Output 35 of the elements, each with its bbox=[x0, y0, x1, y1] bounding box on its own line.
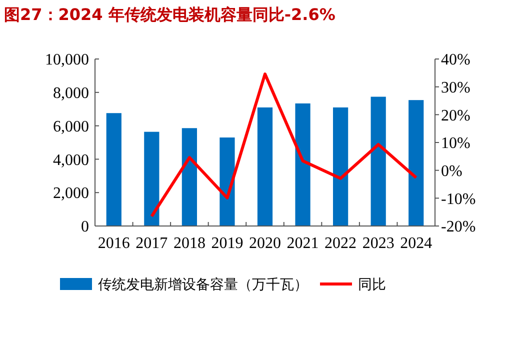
y-tick-label: 8,000 bbox=[53, 85, 89, 102]
x-tick-label: 2024 bbox=[400, 235, 432, 252]
x-tick-label: 2016 bbox=[98, 235, 130, 252]
bar bbox=[182, 128, 197, 226]
y2-tick-label: 10% bbox=[441, 135, 470, 152]
bar bbox=[295, 103, 310, 226]
legend-label: 同比 bbox=[358, 276, 386, 293]
y2-tick-label: -10% bbox=[441, 190, 476, 208]
line-series bbox=[150, 72, 418, 218]
y-tick-label: 10,000 bbox=[45, 52, 89, 69]
chart-title: 图27：2024 年传统发电装机容量同比-2.6% bbox=[4, 5, 336, 24]
x-tick-label: 2022 bbox=[324, 235, 357, 252]
bar bbox=[370, 96, 386, 226]
x-tick-label: 2021 bbox=[286, 235, 319, 252]
y-tick-label: 6,000 bbox=[53, 118, 89, 136]
x-tick-label: 2017 bbox=[136, 235, 168, 252]
y2-tick-label: 40% bbox=[441, 52, 470, 69]
x-tick-label: 2018 bbox=[173, 235, 206, 252]
y-tick-label: 0 bbox=[81, 218, 89, 236]
y-tick-label: 4,000 bbox=[53, 152, 89, 169]
y2-tick-label: 0% bbox=[441, 162, 462, 180]
bar bbox=[333, 107, 348, 226]
y2-tick-label: 30% bbox=[441, 79, 470, 96]
y2-tick-label: -20% bbox=[441, 218, 476, 236]
y2-tick-label: 20% bbox=[441, 107, 470, 124]
bar bbox=[106, 113, 122, 226]
bar bbox=[408, 100, 424, 226]
x-tick-label: 2019 bbox=[211, 235, 244, 252]
x-tick-label: 2023 bbox=[362, 235, 394, 252]
bar bbox=[220, 137, 235, 226]
y-tick-label: 2,000 bbox=[53, 185, 89, 202]
bar bbox=[144, 132, 160, 226]
legend-label: 传统发电新增设备容量（万千瓦） bbox=[98, 276, 308, 293]
x-tick-label: 2020 bbox=[249, 235, 281, 252]
bar bbox=[257, 107, 273, 226]
